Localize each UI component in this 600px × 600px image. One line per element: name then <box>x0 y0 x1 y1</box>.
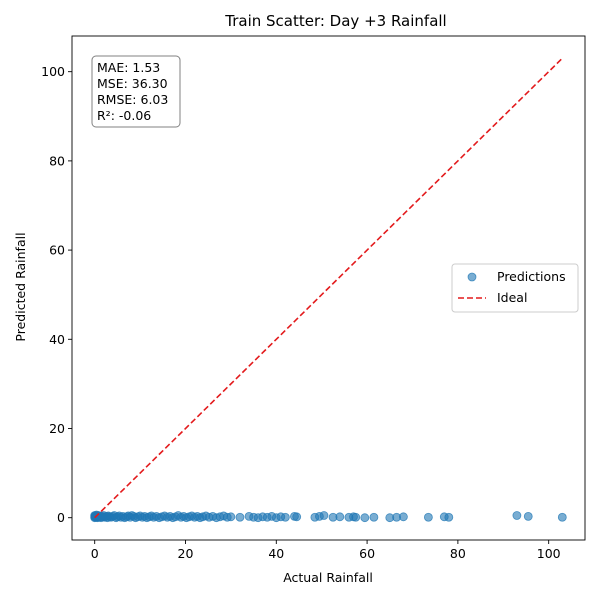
legend-label-ideal: Ideal <box>497 290 527 305</box>
scatter-point <box>369 512 379 522</box>
ideal-line <box>94 57 563 519</box>
scatter-point <box>444 512 454 522</box>
chart-title: Train Scatter: Day +3 Rainfall <box>224 12 446 30</box>
y-tick-label: 20 <box>49 421 65 436</box>
x-tick-label: 80 <box>450 546 466 561</box>
legend-label-predictions: Predictions <box>497 269 566 284</box>
scatter-point <box>335 512 345 522</box>
scatter-point <box>235 512 245 522</box>
y-tick-label: 0 <box>57 510 65 525</box>
scatter-point <box>523 511 533 521</box>
x-tick-label: 40 <box>268 546 284 561</box>
predictions-series <box>90 510 567 523</box>
metric-line: MAE: 1.53 <box>97 60 160 75</box>
scatter-point <box>360 513 370 523</box>
scatter-point <box>226 512 236 522</box>
metric-line: R²: -0.06 <box>97 108 151 123</box>
y-tick-label: 80 <box>49 153 65 168</box>
scatter-point <box>292 512 302 522</box>
x-tick-label: 100 <box>537 546 561 561</box>
scatter-point <box>512 511 522 520</box>
plot-area <box>90 57 567 523</box>
scatter-point <box>280 512 290 522</box>
metric-line: MSE: 36.30 <box>97 76 168 91</box>
x-tick-label: 0 <box>91 546 99 561</box>
x-tick-label: 60 <box>359 546 375 561</box>
scatter-point <box>423 512 433 522</box>
y-axis-label: Predicted Rainfall <box>13 232 28 341</box>
axes-frame <box>71 35 586 541</box>
scatter-point <box>319 511 329 520</box>
legend-marker-predictions <box>467 272 477 282</box>
y-tick-label: 40 <box>49 332 65 347</box>
scatter-point <box>399 512 408 522</box>
y-tick-label: 100 <box>41 64 65 79</box>
y-tick-label: 60 <box>49 243 65 258</box>
x-tick-label: 20 <box>178 546 194 561</box>
legend: Predictions Ideal <box>451 263 579 313</box>
metric-line: RMSE: 6.03 <box>97 92 168 107</box>
legend-frame <box>451 263 579 313</box>
scatter-point <box>351 512 361 522</box>
x-axis-label: Actual Rainfall <box>283 570 373 585</box>
scatter-point <box>557 512 567 522</box>
axes: 0 20 40 60 80 100 0 20 40 60 80 100 <box>41 35 586 561</box>
metrics-box-frame <box>91 55 181 128</box>
